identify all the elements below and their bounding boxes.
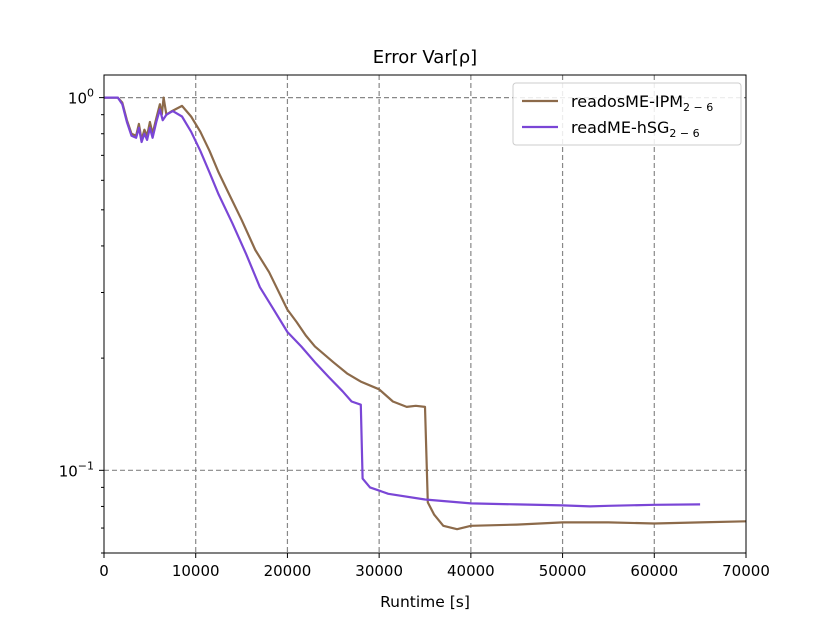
- y-tick-label: 10−1: [59, 459, 94, 480]
- legend-label-1: readosME-IPM2 − 6: [571, 92, 713, 114]
- ticks: 0 10000 20000 30000 40000 50000 60000 70000 100 1…: [59, 87, 770, 580]
- x-tick-label: 40000: [447, 562, 495, 580]
- x-tick-label: 30000: [355, 562, 403, 580]
- legend: readosME-IPM2 − 6 readME-hSG2 − 6: [512, 82, 742, 146]
- y-tick-label: 100: [68, 87, 94, 108]
- plot-frame: [103, 74, 747, 554]
- grid: [104, 75, 746, 553]
- legend-box: [512, 82, 742, 146]
- x-tick-label: 70000: [722, 562, 770, 580]
- series-line-2: [104, 96, 701, 508]
- x-tick-label: 60000: [630, 562, 678, 580]
- x-tick-label: 0: [99, 562, 109, 580]
- x-tick-label: 50000: [539, 562, 587, 580]
- chart-title: Error Var[ρ]: [373, 47, 477, 68]
- series-layer: [104, 96, 747, 531]
- x-axis-title: Runtime [s]: [380, 593, 470, 611]
- series-line-1: [104, 96, 747, 531]
- x-tick-label: 20000: [264, 562, 312, 580]
- x-tick-label: 10000: [172, 562, 220, 580]
- legend-label-2: readME-hSG2 − 6: [571, 118, 700, 140]
